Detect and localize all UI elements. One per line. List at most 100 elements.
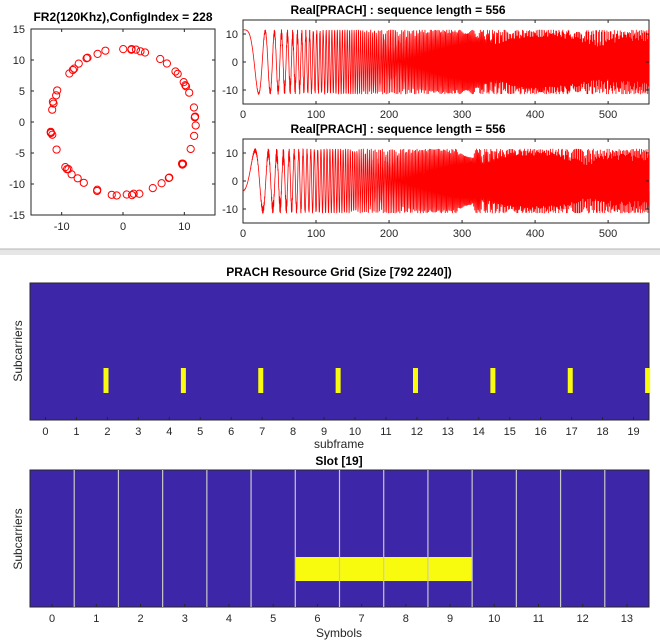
prach-occasion-mark — [413, 368, 419, 393]
constellation-point — [70, 64, 79, 73]
x-tick-label: 7 — [359, 613, 365, 625]
prach-occasion-mark — [490, 368, 496, 393]
constellation-point — [177, 159, 187, 168]
constellation-point — [156, 54, 165, 64]
y-tick-label: 0 — [19, 117, 25, 129]
x-tick-label: 19 — [627, 426, 639, 438]
constellation-point — [191, 121, 200, 130]
constellation-point — [173, 69, 182, 78]
slot-grid-ylabel: Subcarriers — [11, 508, 25, 569]
x-tick-label: 12 — [577, 613, 589, 625]
x-tick-label: 3 — [135, 426, 141, 438]
constellation-point — [171, 67, 180, 76]
y-tick-label: 10 — [226, 148, 238, 160]
prach-occasion-mark — [180, 368, 186, 393]
constellation-point — [79, 178, 88, 187]
constellation-point — [64, 165, 73, 174]
constellation-point — [48, 105, 57, 114]
x-tick-label: 11 — [533, 613, 544, 625]
x-tick-label: 300 — [453, 228, 471, 240]
real-prach-title-bottom: Real[PRACH] : sequence length = 556 — [290, 122, 505, 136]
prach-occasion-mark — [103, 368, 109, 393]
constellation-point — [82, 54, 91, 63]
x-tick-label: 12 — [411, 426, 423, 438]
resource-grid-background — [29, 282, 650, 421]
x-tick-label: 9 — [321, 426, 327, 438]
y-tick-label: 5 — [19, 86, 25, 98]
resource-grid-title: PRACH Resource Grid (Size [792 2240]) — [226, 265, 451, 279]
window-separator — [0, 249, 660, 255]
constellation-point — [74, 59, 83, 68]
constellation-point — [93, 49, 102, 58]
resource-grid-ticks: 0 1 2 3 4 5 6 7 8 9 10 11 12 13 14 15 16 17 18 19 — [42, 417, 640, 438]
x-tick-label: 7 — [259, 426, 265, 438]
resource-grid-ylabel: Subcarriers — [11, 320, 25, 381]
x-tick-label: 200 — [380, 109, 398, 121]
x-tick-label: 0 — [240, 228, 246, 240]
x-tick-label: 500 — [599, 228, 617, 240]
constellation-point — [140, 48, 150, 57]
constellation-point — [49, 99, 58, 108]
constellation-point — [119, 45, 128, 54]
constellation-point — [107, 190, 116, 199]
constellation-point — [165, 173, 174, 182]
constellation-point — [186, 144, 195, 154]
x-tick-label: 18 — [596, 426, 608, 438]
x-tick-label: 2 — [137, 613, 143, 625]
x-tick-label: 300 — [453, 109, 471, 121]
constellation-plot: FR2(120Khz),ConfigIndex = 228 -10 0 10 15 10… — [9, 10, 216, 233]
x-tick-label: 5 — [197, 426, 203, 438]
constellation-point — [148, 183, 157, 193]
slot-grid-plot: Slot [19] 0 1 2 3 4 5 6 7 8 9 10 11 12 13 Symbols Sub… — [11, 454, 650, 640]
x-tick-label: 6 — [314, 613, 320, 625]
x-tick-label: 9 — [447, 613, 453, 625]
real-prach-series-line-bottom — [242, 148, 650, 215]
y-tick-label: 10 — [226, 29, 238, 41]
x-tick-label: 1 — [73, 426, 79, 438]
x-tick-label: 0 — [42, 426, 48, 438]
real-prach-plot-bottom: Real[PRACH] : sequence length = 556 0 100… — [222, 122, 650, 240]
slot-grid-title: Slot [19] — [315, 454, 362, 468]
real-prach-plot-top: Real[PRACH] : sequence length = 556 0 100… — [222, 3, 650, 121]
constellation-point — [52, 145, 61, 154]
real-prach-series-line-top — [243, 29, 650, 96]
constellation-point — [181, 81, 190, 90]
constellation-point — [93, 185, 102, 194]
x-tick-label: 1 — [93, 613, 99, 625]
real-prach-title-top: Real[PRACH] : sequence length = 556 — [290, 3, 505, 17]
constellation-point — [52, 91, 61, 100]
resource-grid-plot: PRACH Resource Grid (Size [792 2240]) 0 1… — [11, 265, 651, 451]
x-tick-label: 100 — [307, 228, 325, 240]
constellation-point — [157, 179, 166, 188]
prach-occasion-mark — [567, 368, 573, 393]
y-tick-label: -5 — [15, 148, 25, 160]
x-tick-label: 4 — [166, 426, 172, 438]
constellation-point — [190, 113, 199, 122]
constellation-title: FR2(120Khz),ConfigIndex = 228 — [33, 10, 212, 24]
x-tick-label: -10 — [54, 221, 70, 233]
slot-grid-symbol-boundaries — [73, 470, 606, 607]
y-tick-label: -15 — [9, 210, 25, 222]
x-tick-label: 10 — [488, 613, 500, 625]
constellation-axes-box — [30, 28, 216, 216]
slot-grid-xlabel: Symbols — [316, 626, 362, 640]
x-tick-label: 4 — [226, 613, 232, 625]
x-tick-label: 100 — [307, 109, 325, 121]
constellation-point — [190, 131, 199, 140]
x-tick-label: 10 — [178, 221, 190, 233]
slot-grid-ticks: 0 1 2 3 4 5 6 7 8 9 10 11 12 13 — [49, 604, 633, 625]
constellation-point — [112, 191, 121, 200]
x-tick-label: 0 — [240, 109, 246, 121]
constellation-point — [122, 190, 131, 199]
constellation-point — [181, 82, 191, 91]
x-tick-label: 14 — [473, 426, 485, 438]
constellation-point — [162, 59, 171, 68]
x-tick-label: 13 — [442, 426, 454, 438]
x-tick-label: 0 — [120, 221, 126, 233]
y-tick-label: -10 — [222, 204, 238, 216]
prach-occasion-mark — [258, 368, 264, 393]
x-tick-label: 13 — [621, 613, 633, 625]
resource-grid-xlabel: subframe — [314, 437, 364, 451]
x-tick-label: 11 — [380, 426, 391, 438]
